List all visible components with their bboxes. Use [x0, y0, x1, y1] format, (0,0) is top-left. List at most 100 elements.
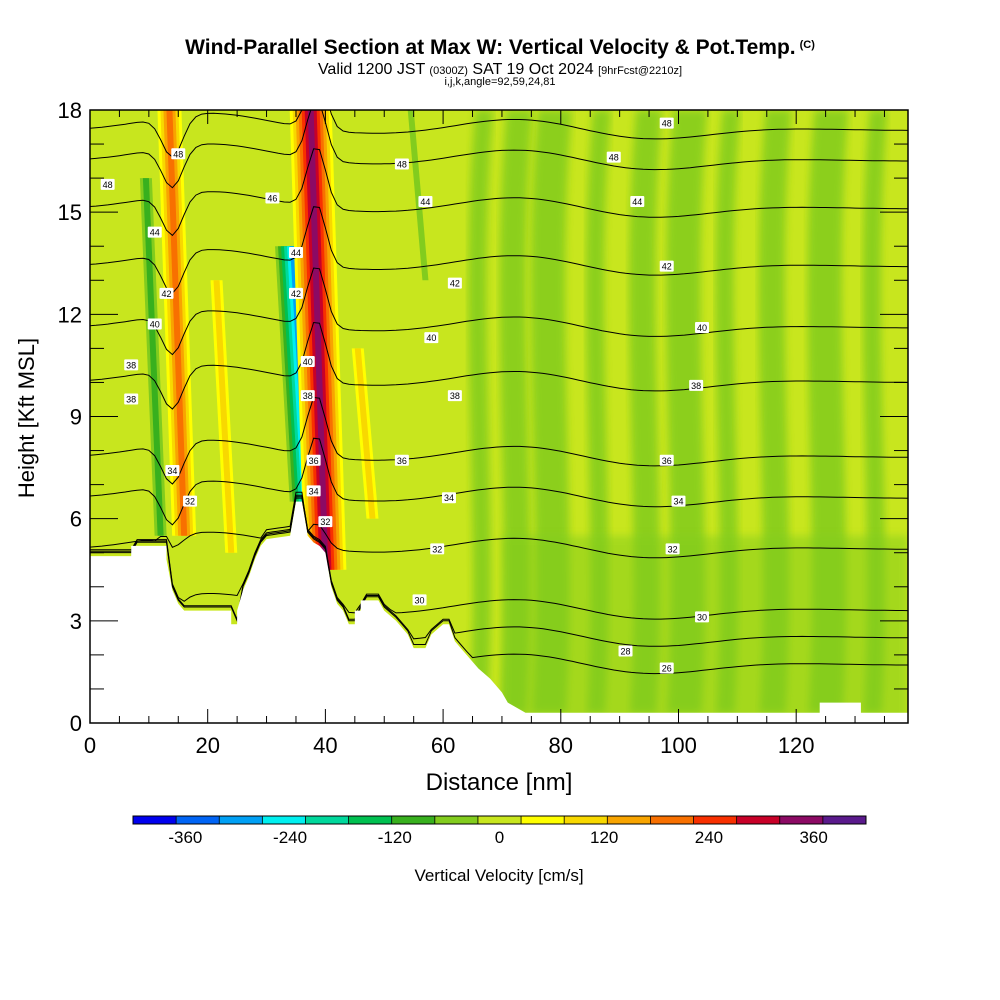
contour-label: 32 — [430, 543, 445, 555]
updraft-plume — [307, 110, 329, 570]
contour-label: 44 — [418, 195, 433, 207]
contour-label-text: 44 — [632, 197, 642, 207]
x-tick-label: 100 — [660, 733, 697, 758]
theta-contour-46 — [90, 110, 908, 189]
contour-label: 34 — [671, 495, 686, 507]
y-tick-label: 18 — [58, 98, 82, 123]
colorbar-segment — [607, 816, 651, 824]
contour-label: 30 — [695, 611, 710, 623]
y-tick-label: 15 — [58, 200, 82, 225]
contour-label-text: 34 — [444, 493, 454, 503]
contour-label-bg — [147, 318, 162, 330]
contour-label: 28 — [618, 645, 633, 657]
colorbar-frame — [132, 815, 867, 825]
contour-label-text: 36 — [662, 456, 672, 466]
colorbar: -360 -240 -120 0 120 240 360 — [132, 815, 867, 847]
contour-label: 36 — [659, 454, 674, 466]
contour-label: 26 — [659, 662, 674, 674]
contour-label-text: 48 — [662, 119, 672, 129]
contour-label: 42 — [447, 277, 462, 289]
y-tick-label: 0 — [70, 711, 82, 736]
contour-label-bg — [430, 543, 445, 555]
x-tick-label: 0 — [84, 733, 96, 758]
contour-label-text: 32 — [320, 517, 330, 527]
contour-label: 44 — [147, 226, 162, 238]
contour-label-text: 36 — [397, 456, 407, 466]
contour-label-text: 38 — [303, 391, 313, 401]
contour-label-text: 46 — [267, 194, 277, 204]
theta-contour-42 — [90, 206, 908, 295]
theta-contour-48 — [90, 110, 908, 158]
contour-label-bg — [606, 151, 621, 163]
low-level-weak-band — [501, 535, 908, 723]
contour-label: 30 — [412, 594, 427, 606]
theta-contour-40 — [90, 267, 908, 356]
contour-label-bg — [100, 178, 115, 190]
terrain-fill — [90, 501, 908, 723]
colorbar-segment — [434, 816, 479, 824]
contour-label-bg — [412, 594, 427, 606]
contour-label: 32 — [318, 516, 333, 528]
colorbar-tick-label: 0 — [495, 828, 504, 847]
x-tick-label: 40 — [313, 733, 337, 758]
contour-label: 40 — [300, 356, 315, 368]
contour-label-text: 40 — [426, 333, 436, 343]
contour-label-bg — [288, 247, 303, 259]
contour-label: 42 — [159, 287, 174, 299]
contour-label: 40 — [424, 332, 439, 344]
contour-label-text: 30 — [697, 612, 707, 622]
y-axis-label: Height [Kft MSL] — [14, 338, 39, 498]
contour-label-text: 32 — [432, 544, 442, 554]
theta-contour-32 — [90, 491, 908, 559]
contour-label-bg — [695, 321, 710, 333]
contour-label-text: 34 — [167, 466, 177, 476]
contour-label-text: 48 — [397, 159, 407, 169]
contour-label-text: 48 — [173, 149, 183, 159]
contour-label-text: 42 — [662, 262, 672, 272]
contour-label: 38 — [124, 359, 139, 371]
contour-label-bg — [165, 464, 180, 476]
contour-label-text: 32 — [185, 497, 195, 507]
contour-label-text: 44 — [150, 228, 160, 238]
theta-contour-30 — [90, 494, 908, 620]
contour-label: 34 — [165, 464, 180, 476]
contour-label-text: 44 — [420, 197, 430, 207]
updraft-plume — [354, 348, 376, 519]
colorbar-tick-label: -120 — [378, 828, 412, 847]
contour-label-text: 36 — [309, 456, 319, 466]
contour-label-bg — [665, 543, 680, 555]
updraft-plume — [213, 280, 235, 553]
grid-index-label: i,j,k,angle=92,59,24,81 — [444, 76, 556, 88]
contour-label-bg — [630, 195, 645, 207]
contour-label-bg — [441, 492, 456, 504]
contour-label-bg — [306, 454, 321, 466]
contour-label: 48 — [171, 148, 186, 160]
contour-label-text: 48 — [609, 153, 619, 163]
y-tick-label: 3 — [70, 609, 82, 634]
contour-label-bg — [171, 148, 186, 160]
colorbar-segment — [176, 816, 220, 824]
contour-label: 48 — [394, 158, 409, 170]
contour-label-bg — [618, 645, 633, 657]
contour-label-text: 26 — [662, 664, 672, 674]
theta-contour-28 — [90, 496, 908, 647]
x-axis-label: Distance [nm] — [426, 769, 573, 796]
contour-label-text: 40 — [303, 357, 313, 367]
contour-label: 38 — [689, 379, 704, 391]
contour-label: 46 — [265, 192, 280, 204]
contour-label: 36 — [394, 454, 409, 466]
colorbar-segment — [391, 816, 436, 824]
contour-label-text: 42 — [161, 289, 171, 299]
x-tick-label: 60 — [431, 733, 455, 758]
colorbar-segment — [693, 816, 738, 824]
colorbar-tick-label: -240 — [273, 828, 307, 847]
theta-contour-26 — [90, 497, 908, 675]
contour-label-text: 38 — [691, 381, 701, 391]
contour-label: 42 — [288, 287, 303, 299]
colorbar-label: Vertical Velocity [cm/s] — [414, 866, 583, 885]
contour-label: 34 — [441, 492, 456, 504]
weak-downdraft-band — [468, 110, 494, 713]
theta-contour-36 — [90, 396, 908, 485]
colorbar-tick-label: -360 — [168, 828, 202, 847]
